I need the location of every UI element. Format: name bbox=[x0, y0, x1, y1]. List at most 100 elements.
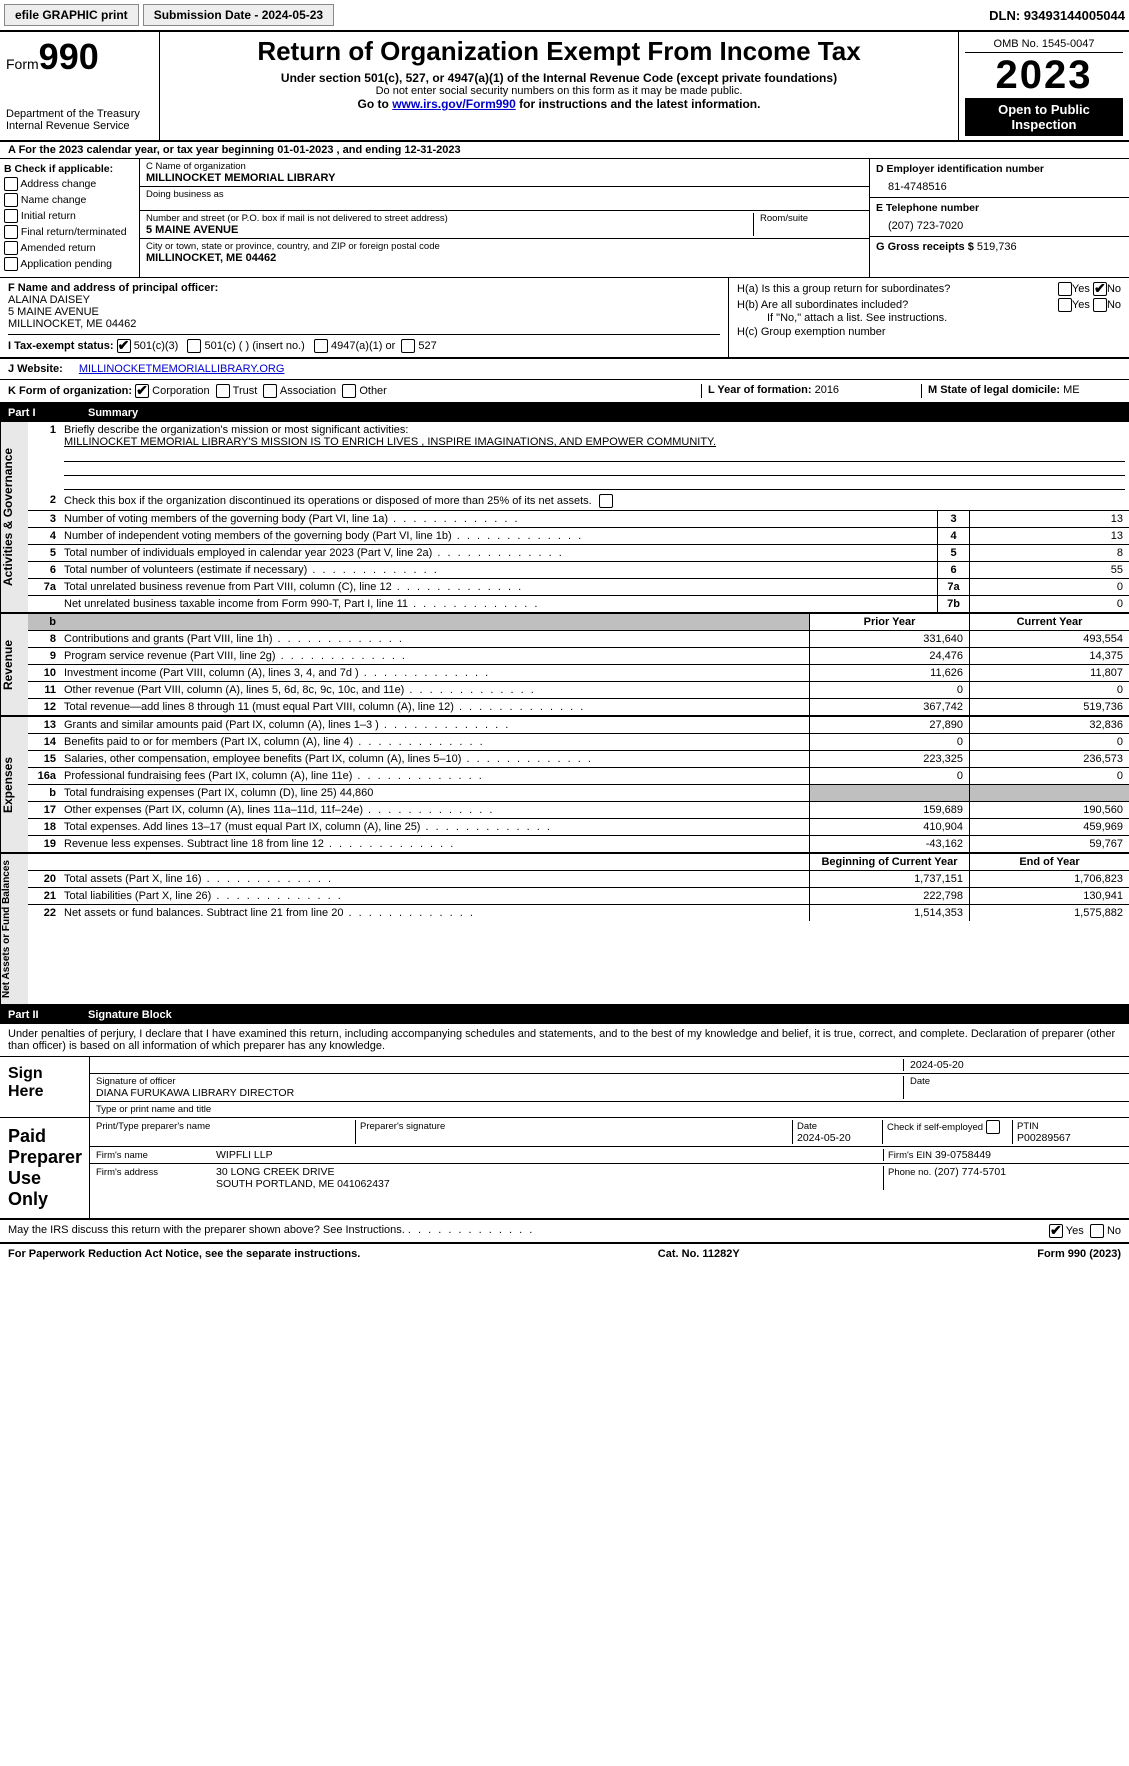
l-value: 2016 bbox=[815, 384, 839, 396]
form-title: Return of Organization Exempt From Incom… bbox=[166, 36, 952, 67]
lbl-initial-return: Initial return bbox=[21, 210, 76, 222]
k-label: K Form of organization: bbox=[8, 385, 132, 397]
lbl-527: 527 bbox=[418, 340, 436, 352]
checkbox-discuss-no[interactable] bbox=[1090, 1224, 1104, 1238]
summary-row: 3Number of voting members of the governi… bbox=[28, 511, 1129, 528]
dba-label: Doing business as bbox=[146, 189, 863, 200]
website-link[interactable]: MILLINOCKETMEMORIALLIBRARY.ORG bbox=[79, 363, 285, 375]
irs-link[interactable]: www.irs.gov/Form990 bbox=[392, 97, 516, 111]
checkbox-final-return[interactable] bbox=[4, 225, 18, 239]
section-c: C Name of organization MILLINOCKET MEMOR… bbox=[140, 159, 869, 277]
lbl-final-return: Final return/terminated bbox=[21, 226, 127, 238]
form-number: Form990 bbox=[6, 36, 153, 78]
checkbox-other[interactable] bbox=[342, 384, 356, 398]
summary-row: 15Salaries, other compensation, employee… bbox=[28, 751, 1129, 768]
summary-row: 7aTotal unrelated business revenue from … bbox=[28, 579, 1129, 596]
hb-note: If "No," attach a list. See instructions… bbox=[737, 312, 1121, 324]
type-print-label: Type or print name and title bbox=[96, 1104, 211, 1115]
org-name-label: C Name of organization bbox=[146, 161, 863, 172]
hc-label: H(c) Group exemption number bbox=[737, 326, 1121, 338]
checkbox-501c[interactable] bbox=[187, 339, 201, 353]
lbl-assoc: Association bbox=[280, 385, 336, 397]
website-label: J Website: bbox=[8, 363, 63, 375]
summary-expenses: Expenses 13Grants and similar amounts pa… bbox=[0, 717, 1129, 854]
form-footer-label: Form 990 (2023) bbox=[1037, 1248, 1121, 1260]
checkbox-corp[interactable] bbox=[135, 384, 149, 398]
summary-row: 11Other revenue (Part VIII, column (A), … bbox=[28, 682, 1129, 699]
lbl-501c3: 501(c)(3) bbox=[134, 340, 179, 352]
summary-row: 21Total liabilities (Part X, line 26)222… bbox=[28, 888, 1129, 905]
ptin-value: P00289567 bbox=[1017, 1132, 1071, 1144]
summary-row: 9Program service revenue (Part VIII, lin… bbox=[28, 648, 1129, 665]
checkbox-527[interactable] bbox=[401, 339, 415, 353]
header-sub3: Go to www.irs.gov/Form990 for instructio… bbox=[166, 97, 952, 111]
efile-print-button[interactable]: efile GRAPHIC print bbox=[4, 4, 139, 26]
preparer-print-label: Print/Type preparer's name bbox=[96, 1121, 210, 1132]
summary-row: 4Number of independent voting members of… bbox=[28, 528, 1129, 545]
open-to-public: Open to Public Inspection bbox=[965, 98, 1123, 136]
l-label: L Year of formation: bbox=[708, 384, 812, 396]
lbl-yes: Yes bbox=[1072, 283, 1090, 295]
side-revenue: Revenue bbox=[0, 614, 28, 715]
firm-ein: 39-0758449 bbox=[935, 1149, 991, 1161]
checkbox-discuss-yes[interactable] bbox=[1049, 1224, 1063, 1238]
checkbox-self-employed[interactable] bbox=[986, 1120, 1000, 1134]
firm-addr-label: Firm's address bbox=[96, 1167, 158, 1178]
street-label: Number and street (or P.O. box if mail i… bbox=[146, 213, 753, 224]
omb-number: OMB No. 1545-0047 bbox=[965, 36, 1123, 53]
self-employed-label: Check if self-employed bbox=[887, 1122, 983, 1133]
row-klm: K Form of organization: Corporation Trus… bbox=[0, 380, 1129, 404]
firm-ein-label: Firm's EIN bbox=[888, 1150, 932, 1161]
form-label: Form bbox=[6, 56, 39, 72]
firm-phone-label: Phone no. bbox=[888, 1167, 931, 1178]
officer-signature-name: DIANA FURUKAWA LIBRARY DIRECTOR bbox=[96, 1087, 903, 1099]
summary-row: 16aProfessional fundraising fees (Part I… bbox=[28, 768, 1129, 785]
sig-officer-label: Signature of officer bbox=[96, 1076, 903, 1087]
fh-block: F Name and address of principal officer:… bbox=[0, 278, 1129, 359]
checkbox-hb-no[interactable] bbox=[1093, 298, 1107, 312]
firm-phone: (207) 774-5701 bbox=[934, 1166, 1006, 1178]
lbl-yes-2: Yes bbox=[1072, 299, 1090, 311]
m-value: ME bbox=[1063, 384, 1080, 396]
part-i-title: Summary bbox=[88, 407, 138, 419]
part-ii-num: Part II bbox=[8, 1009, 78, 1021]
sign-here-section: Sign Here 2024-05-20 Signature of office… bbox=[0, 1057, 1129, 1118]
checkbox-amended-return[interactable] bbox=[4, 241, 18, 255]
summary-row: 8Contributions and grants (Part VIII, li… bbox=[28, 631, 1129, 648]
col-beginning-year: Beginning of Current Year bbox=[809, 854, 969, 870]
checkbox-ha-no[interactable] bbox=[1093, 282, 1107, 296]
checkbox-501c3[interactable] bbox=[117, 339, 131, 353]
form-990-number: 990 bbox=[39, 36, 99, 77]
checkbox-initial-return[interactable] bbox=[4, 209, 18, 223]
row-j-website: J Website: MILLINOCKETMEMORIALLIBRARY.OR… bbox=[0, 359, 1129, 380]
checkbox-trust[interactable] bbox=[216, 384, 230, 398]
checkbox-assoc[interactable] bbox=[263, 384, 277, 398]
checkbox-name-change[interactable] bbox=[4, 193, 18, 207]
lbl-4947: 4947(a)(1) or bbox=[331, 340, 395, 352]
checkbox-address-change[interactable] bbox=[4, 177, 18, 191]
checkbox-hb-yes[interactable] bbox=[1058, 298, 1072, 312]
paid-preparer-section: Paid Preparer Use Only Print/Type prepar… bbox=[0, 1118, 1129, 1219]
irs-label: Internal Revenue Service bbox=[6, 120, 153, 132]
summary-row: 12Total revenue—add lines 8 through 11 (… bbox=[28, 699, 1129, 715]
summary-row: 18Total expenses. Add lines 13–17 (must … bbox=[28, 819, 1129, 836]
tax-year: 2023 bbox=[965, 53, 1123, 98]
firm-addr2: SOUTH PORTLAND, ME 041062437 bbox=[216, 1178, 390, 1190]
lbl-no-2: No bbox=[1107, 299, 1121, 311]
city-label: City or town, state or province, country… bbox=[146, 241, 863, 252]
firm-addr1: 30 LONG CREEK DRIVE bbox=[216, 1166, 334, 1178]
lbl-discuss-no: No bbox=[1107, 1225, 1121, 1237]
section-deg: D Employer identification number 81-4748… bbox=[869, 159, 1129, 277]
lbl-trust: Trust bbox=[233, 385, 258, 397]
col-end-year: End of Year bbox=[969, 854, 1129, 870]
goto-pre: Go to bbox=[358, 97, 393, 111]
checkbox-line2[interactable] bbox=[599, 494, 613, 508]
lbl-address-change: Address change bbox=[20, 178, 96, 190]
firm-name: WIPFLI LLP bbox=[216, 1149, 883, 1161]
checkbox-application-pending[interactable] bbox=[4, 257, 18, 271]
dln: DLN: 93493144005044 bbox=[989, 8, 1125, 23]
checkbox-4947[interactable] bbox=[314, 339, 328, 353]
ha-label: H(a) Is this a group return for subordin… bbox=[737, 283, 1058, 295]
checkbox-ha-yes[interactable] bbox=[1058, 282, 1072, 296]
summary-row: 17Other expenses (Part IX, column (A), l… bbox=[28, 802, 1129, 819]
